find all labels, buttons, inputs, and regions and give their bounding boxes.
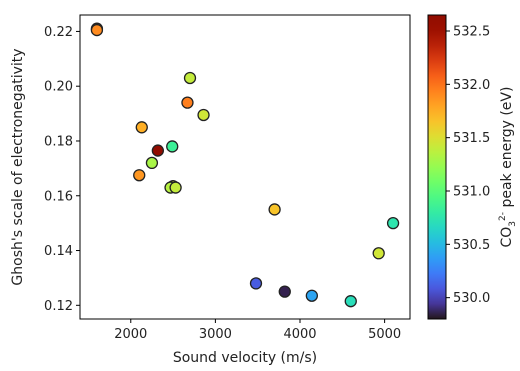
data-point-3: [183, 71, 197, 85]
colorbar-tick-label: 531.5: [453, 131, 490, 146]
colorbar-label-sup: 2-: [498, 212, 508, 221]
y-tick-label: 0.18: [44, 134, 73, 149]
y-tick-label: 0.22: [44, 25, 73, 40]
data-point-6: [135, 121, 148, 134]
data-point-9: [145, 156, 159, 170]
colorbar-tick-label: 531.0: [453, 185, 490, 200]
data-point-14: [268, 203, 281, 216]
y-tick-label: 0.14: [44, 244, 73, 259]
data-point-2: [90, 23, 104, 37]
x-tick-label: 3000: [199, 327, 232, 342]
data-point-5: [197, 108, 210, 122]
data-point-13: [169, 181, 182, 194]
x-axis: 2000 3000 4000 5000: [114, 319, 401, 342]
y-tick-label: 0.16: [44, 189, 73, 204]
x-tick-label: 5000: [368, 327, 401, 342]
data-point-19: [305, 289, 318, 302]
data-point-4: [181, 96, 194, 109]
x-tick-label: 2000: [114, 327, 147, 342]
data-point-20: [344, 295, 357, 308]
colorbar: [427, 14, 447, 320]
points-layer: [90, 22, 400, 308]
data-point-8: [151, 144, 164, 157]
y-tick-label: 0.12: [44, 299, 73, 314]
y-axis: 0.12 0.14 0.16 0.18 0.20 0.22: [44, 25, 80, 314]
data-point-15: [386, 216, 400, 230]
colorbar-tick-label: 530.5: [453, 238, 490, 253]
colorbar-tick-label: 532.5: [453, 25, 490, 40]
data-point-17: [249, 277, 263, 290]
data-point-7: [166, 140, 179, 153]
colorbar-label: CO32- peak energy (eV): [498, 87, 518, 248]
colorbar-label-base: CO: [499, 227, 515, 248]
data-point-16: [372, 247, 385, 260]
colorbar-tick-label: 530.0: [453, 291, 490, 306]
colorbar-tick-label: 532.0: [453, 78, 490, 93]
colorbar-ticks: 530.0 530.5 531.0 531.5 532.0 532.5: [446, 25, 490, 306]
data-point-10: [133, 169, 146, 182]
colorbar-label-rest: peak energy (eV): [499, 87, 515, 212]
data-point-18: [278, 285, 291, 298]
x-tick-label: 4000: [283, 327, 316, 342]
plot-frame: [79, 14, 411, 320]
y-axis-label: Ghosh's scale of electronegativity: [10, 48, 26, 285]
x-axis-label: Sound velocity (m/s): [173, 350, 317, 366]
colorbar-label-sub: 3: [508, 221, 518, 227]
y-tick-label: 0.20: [44, 80, 73, 95]
